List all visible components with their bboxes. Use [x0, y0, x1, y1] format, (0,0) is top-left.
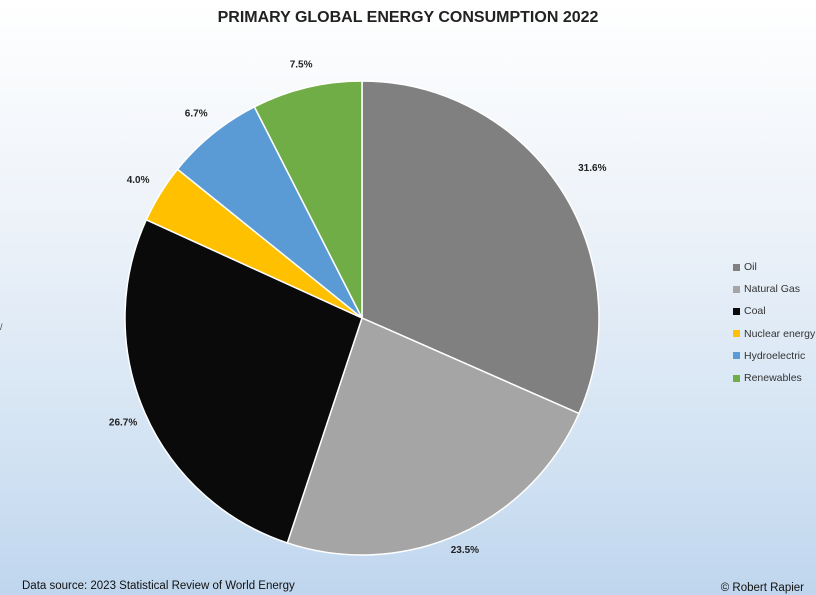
edge-artifact: /: [0, 322, 3, 332]
legend-item-nuclear-energy: Nuclear energy: [733, 323, 815, 345]
legend-swatch: [733, 307, 740, 315]
legend-label: Nuclear energy: [744, 327, 816, 340]
legend-item-renewables: Renewables: [733, 367, 815, 389]
copyright-credit: © Robert Rapier: [720, 582, 804, 594]
legend-swatch: [733, 352, 740, 360]
data-label-nuclear-energy: 4.0%: [127, 175, 150, 186]
data-label-hydroelectric: 6.7%: [185, 109, 208, 120]
legend-label: Oil: [744, 261, 757, 274]
pie-slice-oil: [361, 80, 600, 415]
legend-label: Renewables: [744, 372, 802, 385]
legend-item-natural-gas: Natural Gas: [733, 278, 815, 300]
data-label-oil: 31.6%: [578, 163, 606, 174]
legend-swatch: [733, 330, 740, 338]
data-label-coal: 26.7%: [109, 417, 137, 428]
chart-title: PRIMARY GLOBAL ENERGY CONSUMPTION 2022: [217, 9, 599, 26]
legend-item-hydroelectric: Hydroelectric: [733, 345, 815, 367]
legend-swatch: [733, 285, 740, 293]
pie-slice-natural-gas: [286, 316, 580, 556]
legend-swatch: [733, 374, 740, 382]
legend-item-coal: Coal: [733, 300, 815, 322]
legend-label: Coal: [744, 305, 766, 318]
data-source-note: Data source: 2023 Statistical Review of …: [22, 580, 295, 592]
chart-legend: Oil Natural Gas Coal Nuclear energy Hydroele…: [733, 256, 815, 389]
data-label-renewables: 7.5%: [290, 60, 313, 71]
pie-slice-renewables: [253, 80, 363, 319]
legend-item-oil: Oil: [733, 256, 815, 278]
pie-slice-coal: [124, 218, 363, 544]
legend-swatch: [733, 263, 740, 271]
legend-label: Hydroelectric: [744, 349, 806, 362]
legend-label: Natural Gas: [744, 283, 801, 296]
data-label-natural-gas: 23.5%: [451, 545, 479, 556]
